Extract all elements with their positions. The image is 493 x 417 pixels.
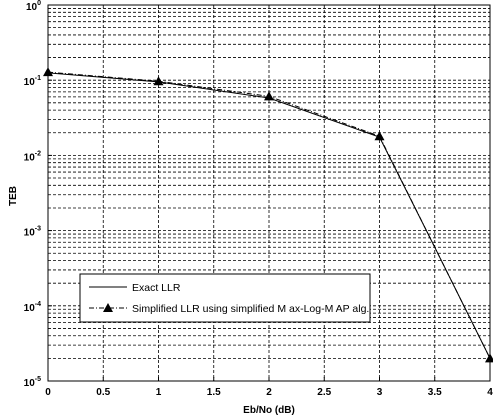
series-simplified-llr-point: [153, 76, 164, 86]
legend-label-exact: Exact LLR: [132, 282, 181, 294]
legend-label-simplified: Simplified LLR using simplified M ax-Log…: [132, 303, 369, 315]
tick-labels: 0 0.5 1 1.5 2 2.5 3 3.5 4 10-5 10-4 10-3 10-2 10-1 100: [24, 0, 493, 398]
x-tick-label: 0: [45, 387, 51, 398]
x-tick-label: 3: [377, 387, 383, 398]
x-tick-label: 1.5: [207, 387, 221, 398]
x-tick-label: 4: [487, 387, 493, 398]
y-axis-label: TEB: [8, 186, 19, 206]
x-tick-label: 2: [266, 387, 272, 398]
series-group: [43, 67, 493, 363]
y-tick-label: 10-3: [24, 226, 41, 239]
series-simplified-llr-point: [374, 131, 385, 141]
y-tick-label: 10-2: [24, 150, 41, 163]
x-axis-label: Eb/No (dB): [243, 405, 295, 416]
y-tick-label: 10-1: [24, 75, 41, 88]
x-tick-label: 1: [156, 387, 162, 398]
series-simplified-llr-point: [485, 353, 493, 363]
legend: Exact LLR Simplified LLR using simplified…: [79, 273, 371, 323]
y-tick-label: 10-4: [24, 301, 41, 314]
y-tick-label: 10-5: [24, 376, 41, 389]
x-tick-label: 0.5: [96, 387, 110, 398]
y-tick-label: 100: [26, 0, 41, 13]
x-tick-label: 2.5: [317, 387, 331, 398]
series-simplified-llr-point: [264, 91, 274, 101]
x-tick-label: 3.5: [428, 387, 442, 398]
legend-box: [79, 273, 371, 323]
legend-marker-simplified: [103, 303, 113, 312]
grid-lines: [48, 5, 490, 381]
